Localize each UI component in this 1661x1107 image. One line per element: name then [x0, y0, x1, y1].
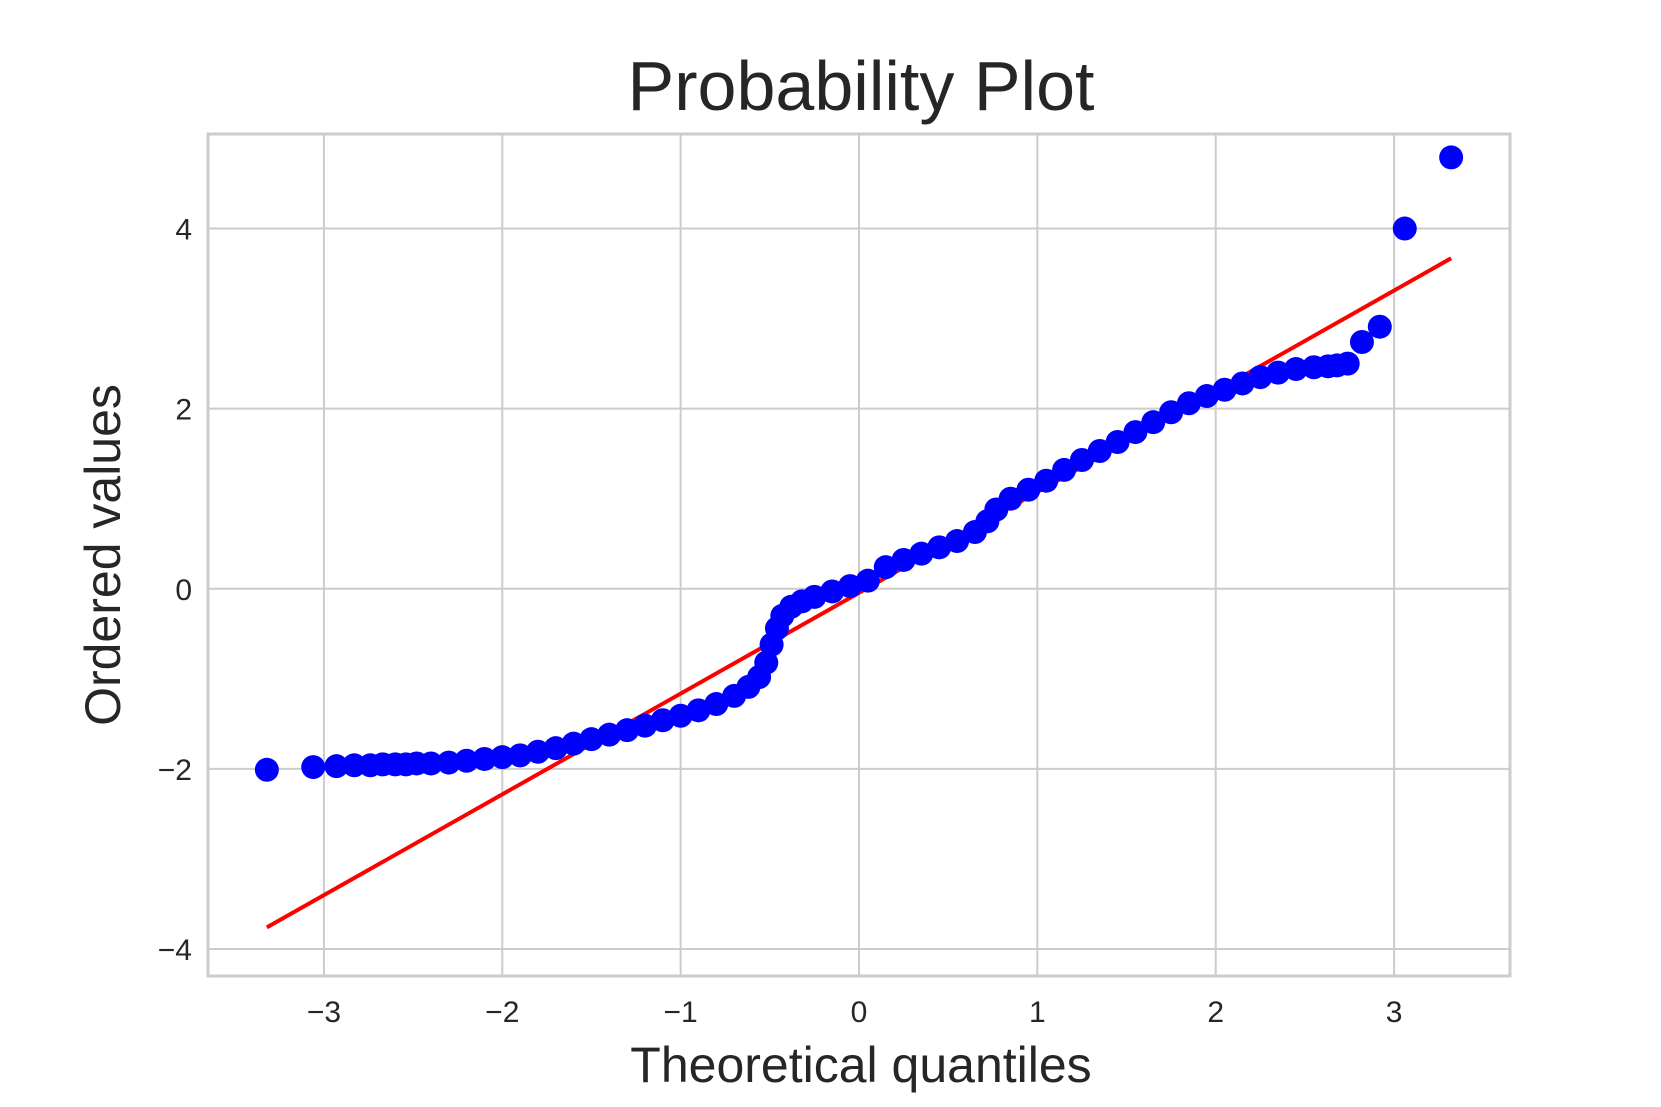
x-tick-label: 3: [1386, 996, 1403, 1029]
qq-point: [1266, 360, 1291, 385]
qq-point: [754, 650, 779, 675]
qq-point: [1141, 410, 1166, 435]
qq-point: [525, 739, 550, 764]
qq-point: [1087, 438, 1112, 463]
qq-point: [998, 486, 1023, 511]
qq-point: [1367, 314, 1392, 339]
y-axis-ticks: −4 −2 0 2 4: [158, 214, 192, 967]
x-tick-label: 2: [1207, 996, 1224, 1029]
qq-point: [945, 529, 970, 554]
chart-title: Probability Plot: [628, 47, 1095, 125]
qq-point: [1016, 477, 1041, 502]
qq-point: [472, 746, 497, 771]
qq-point: [490, 745, 515, 770]
data-points: [254, 145, 1464, 782]
grid: [208, 134, 1510, 976]
qq-point: [436, 750, 461, 775]
qq-point: [1105, 429, 1130, 454]
x-tick-label: −1: [664, 996, 698, 1029]
y-axis-label: Ordered values: [75, 384, 131, 726]
y-tick-label: 2: [175, 394, 192, 427]
x-tick-label: 1: [1029, 996, 1046, 1029]
y-tick-label: −4: [158, 934, 192, 967]
qq-point: [704, 692, 729, 717]
y-tick-label: 4: [175, 214, 192, 247]
qq-point: [1052, 457, 1077, 482]
qq-point: [418, 751, 443, 776]
qq-point: [1392, 216, 1417, 241]
x-tick-label: 0: [851, 996, 868, 1029]
qq-point: [1123, 420, 1148, 445]
y-tick-label: 0: [175, 574, 192, 607]
plot-frame: [206, 132, 1512, 978]
qq-point: [508, 743, 533, 768]
qq-point: [1349, 330, 1374, 355]
qq-point: [855, 568, 880, 593]
qq-point: [1335, 351, 1360, 376]
qq-point: [301, 755, 326, 780]
x-axis-label: Theoretical quantiles: [630, 1037, 1091, 1093]
x-tick-label: −3: [307, 996, 341, 1029]
qq-point: [454, 748, 479, 773]
qq-point: [1069, 447, 1094, 472]
qq-point: [1159, 400, 1184, 425]
qq-point: [1439, 145, 1464, 170]
x-tick-label: −2: [485, 996, 519, 1029]
qq-point: [1034, 468, 1059, 493]
qq-point: [324, 754, 349, 779]
y-tick-label: −2: [158, 754, 192, 787]
x-axis-ticks: −3 −2 −1 0 1 2 3: [307, 996, 1403, 1029]
qq-point: [1283, 357, 1308, 382]
qq-point: [254, 757, 279, 782]
